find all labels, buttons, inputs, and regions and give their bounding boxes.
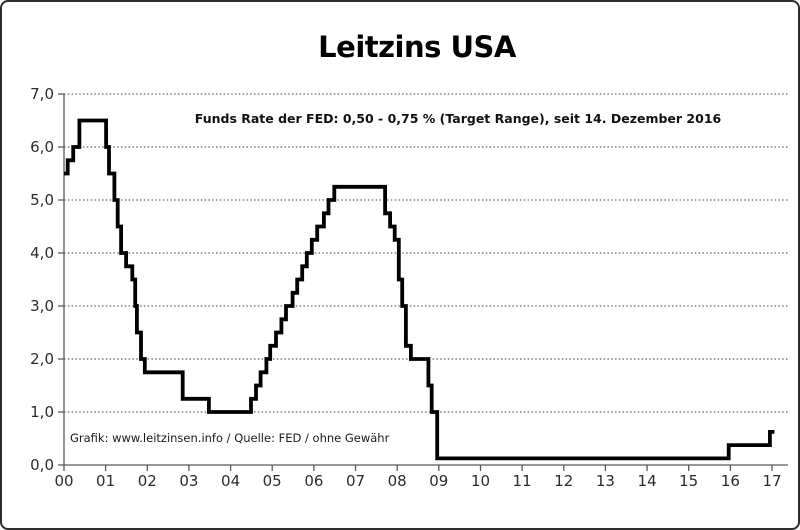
x-axis-label: 16 <box>721 472 740 490</box>
y-axis-label: 2,0 <box>30 350 54 368</box>
x-axis-label: 11 <box>513 472 532 490</box>
y-axis-label: 3,0 <box>30 297 54 315</box>
x-axis-label: 04 <box>221 472 240 490</box>
y-axis-label: 0,0 <box>30 456 54 474</box>
x-axis-label: 06 <box>304 472 323 490</box>
x-axis-label: 02 <box>138 472 157 490</box>
chart-title: Leitzins USA <box>318 30 516 64</box>
x-axis-label: 14 <box>638 472 657 490</box>
x-axis-label: 00 <box>54 472 73 490</box>
x-axis-label: 05 <box>263 472 282 490</box>
y-axis-label: 5,0 <box>30 191 54 209</box>
x-axis-label: 03 <box>179 472 198 490</box>
chart-subtitle: Funds Rate der FED: 0,50 - 0,75 % (Targe… <box>194 111 722 126</box>
y-axis-label: 1,0 <box>30 403 54 421</box>
y-axis-label: 7,0 <box>30 85 54 103</box>
y-axis-label: 6,0 <box>30 138 54 156</box>
x-axis-label: 15 <box>679 472 698 490</box>
x-axis-label: 09 <box>429 472 448 490</box>
x-axis-label: 13 <box>596 472 615 490</box>
x-axis-label: 08 <box>388 472 407 490</box>
x-axis-label: 07 <box>346 472 365 490</box>
rate-step-line <box>64 118 775 461</box>
source-credit: Grafik: www.leitzinsen.info / Quelle: FE… <box>70 431 390 445</box>
y-axis-label: 4,0 <box>30 244 54 262</box>
x-axis-label: 17 <box>762 472 781 490</box>
x-axis-label: 12 <box>554 472 573 490</box>
x-axis-label: 10 <box>471 472 490 490</box>
x-axis-label: 01 <box>96 472 115 490</box>
